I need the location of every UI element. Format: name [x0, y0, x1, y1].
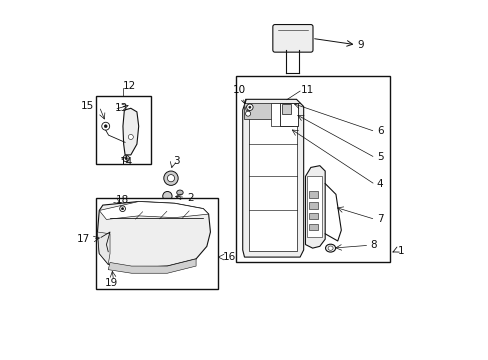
Ellipse shape	[325, 244, 335, 252]
Bar	[306, 176, 321, 237]
Text: 1: 1	[397, 246, 404, 256]
Text: 3: 3	[172, 156, 179, 166]
Bar	[235, 76, 389, 262]
Bar	[244, 103, 287, 119]
Bar	[280, 103, 298, 126]
Circle shape	[163, 171, 178, 185]
Polygon shape	[242, 99, 303, 257]
Text: 16: 16	[223, 252, 236, 262]
FancyBboxPatch shape	[272, 24, 312, 52]
Polygon shape	[97, 232, 110, 264]
Circle shape	[248, 106, 250, 108]
Polygon shape	[97, 202, 210, 268]
Polygon shape	[99, 202, 208, 220]
Ellipse shape	[176, 196, 180, 199]
Circle shape	[121, 208, 123, 210]
Circle shape	[104, 125, 107, 128]
Text: 14: 14	[119, 157, 133, 167]
Bar	[308, 202, 317, 209]
Text: 6: 6	[376, 126, 383, 135]
Circle shape	[245, 106, 250, 111]
Text: 10: 10	[233, 85, 246, 104]
Text: 7: 7	[376, 214, 383, 224]
Bar	[308, 192, 317, 198]
Text: 9: 9	[357, 40, 364, 50]
Ellipse shape	[327, 246, 332, 250]
Text: 17: 17	[77, 234, 90, 244]
Text: 5: 5	[376, 152, 383, 162]
Circle shape	[102, 122, 109, 130]
Circle shape	[120, 206, 125, 212]
Bar	[308, 224, 317, 230]
Text: 8: 8	[370, 240, 377, 250]
Circle shape	[167, 199, 174, 206]
Text: 19: 19	[104, 278, 118, 288]
Text: 18: 18	[115, 195, 128, 206]
Circle shape	[167, 175, 174, 182]
Bar	[282, 104, 290, 114]
Bar	[249, 107, 297, 251]
Circle shape	[128, 134, 133, 139]
Circle shape	[122, 155, 129, 162]
Circle shape	[125, 157, 127, 159]
Text: 11: 11	[301, 85, 314, 95]
Circle shape	[246, 104, 253, 111]
Text: 2: 2	[187, 193, 193, 203]
Bar	[96, 96, 151, 164]
Text: 15: 15	[81, 101, 94, 111]
Bar	[308, 213, 317, 220]
Polygon shape	[122, 108, 139, 155]
Bar	[271, 103, 292, 126]
Text: 4: 4	[376, 179, 383, 189]
Text: 12: 12	[122, 81, 135, 91]
Bar	[96, 198, 217, 289]
Polygon shape	[108, 259, 196, 273]
Text: 13: 13	[114, 103, 127, 113]
Polygon shape	[305, 166, 325, 248]
Circle shape	[163, 192, 172, 201]
Circle shape	[245, 111, 250, 116]
Ellipse shape	[176, 190, 183, 195]
